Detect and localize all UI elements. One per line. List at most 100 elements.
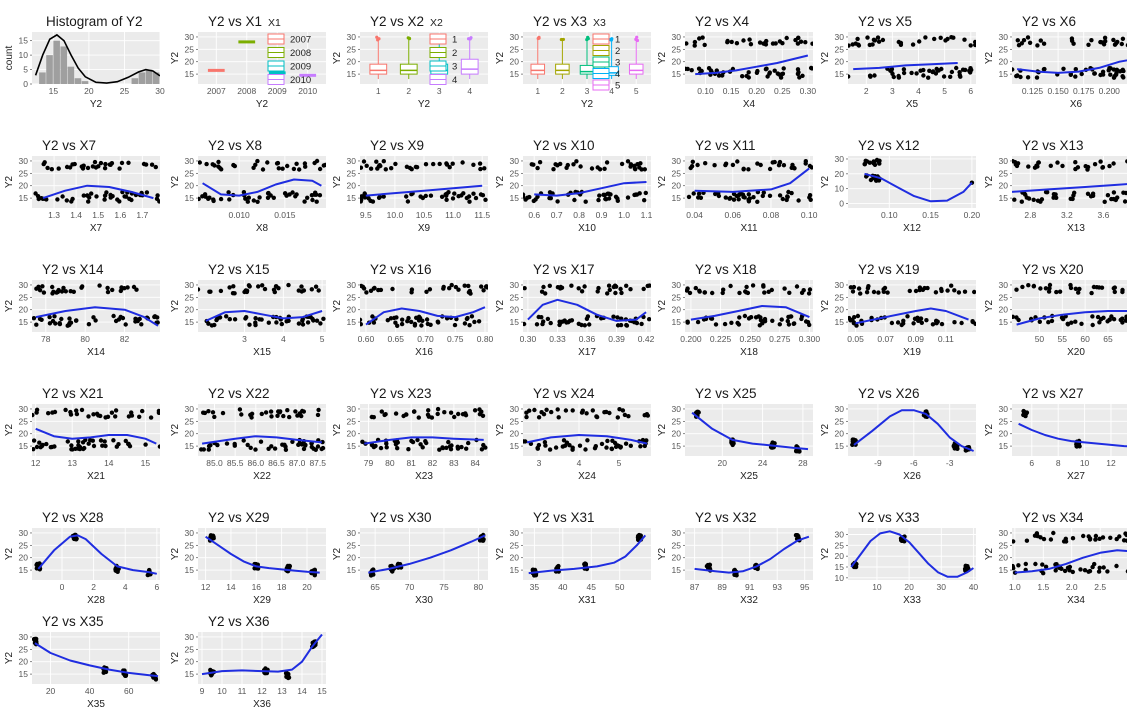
y-tick-label: 20 xyxy=(347,429,357,439)
data-point xyxy=(456,411,461,417)
y-tick-label: 15 xyxy=(19,193,29,203)
x-tick-label: 0.70 xyxy=(417,334,434,344)
x-tick-label: 1.5 xyxy=(92,210,104,220)
data-point xyxy=(464,446,469,451)
panel-31: Y2 vs X30 15 20 25 30 65 70 75 80 X30 Y2 xyxy=(332,510,488,606)
data-point xyxy=(246,195,251,200)
y-tick-label: 30 xyxy=(347,32,357,42)
panel-29: Y2 vs X28 15 20 25 30 0 2 4 6 X28 Y2 xyxy=(4,510,160,606)
x-tick-label: 83 xyxy=(449,458,459,468)
data-point xyxy=(922,285,927,291)
data-point xyxy=(305,195,310,200)
data-point xyxy=(949,69,955,75)
data-point xyxy=(619,290,624,296)
data-point xyxy=(615,315,620,320)
data-point xyxy=(47,314,52,320)
x-tick-label: 2010 xyxy=(298,86,317,96)
y-axis-label: Y2 xyxy=(820,547,831,560)
x-tick-label: 0.15 xyxy=(723,86,740,96)
data-point xyxy=(973,42,976,48)
data-point xyxy=(848,74,851,79)
y-axis-label: Y2 xyxy=(170,651,181,664)
data-point xyxy=(157,444,160,449)
data-point xyxy=(201,447,206,452)
x-axis-label: X7 xyxy=(90,223,103,234)
y-tick-label: 0 xyxy=(839,199,844,209)
data-point xyxy=(1020,284,1025,290)
data-point xyxy=(543,443,548,448)
legend-label: 2 xyxy=(452,48,457,59)
x-axis-label: X21 xyxy=(87,471,105,482)
data-point xyxy=(744,73,749,79)
data-point xyxy=(435,406,441,412)
y-tick-label: 25 xyxy=(999,168,1009,178)
data-point xyxy=(882,285,888,291)
data-point xyxy=(1016,563,1021,568)
x-tick-label: 89 xyxy=(717,582,727,592)
data-point xyxy=(889,320,895,326)
data-point xyxy=(249,411,255,416)
data-point xyxy=(523,439,526,444)
data-point xyxy=(569,318,575,323)
data-point xyxy=(202,410,208,416)
data-point xyxy=(848,43,851,48)
data-point xyxy=(1083,164,1088,169)
x-tick-label: 4 xyxy=(577,458,582,468)
data-point xyxy=(82,445,87,451)
data-point xyxy=(703,161,708,166)
data-point xyxy=(1082,568,1088,573)
y-tick-label: 25 xyxy=(835,292,845,302)
data-point xyxy=(65,323,70,328)
data-point xyxy=(917,287,922,293)
data-point xyxy=(72,536,77,542)
data-point xyxy=(767,71,772,76)
data-point xyxy=(642,167,647,172)
data-point xyxy=(1090,322,1095,328)
data-point xyxy=(1100,72,1106,77)
data-point xyxy=(123,438,128,444)
data-point xyxy=(32,438,37,443)
data-point xyxy=(65,439,71,444)
panel-title: Y2 vs X21 xyxy=(42,386,104,401)
data-point xyxy=(57,321,62,326)
y-tick-label: 15 xyxy=(185,565,195,575)
panel-title: Y2 vs X8 xyxy=(208,138,262,153)
data-point xyxy=(301,409,306,414)
data-point xyxy=(1015,38,1020,43)
smooth-line xyxy=(850,530,974,578)
data-point xyxy=(728,283,733,289)
data-point xyxy=(578,164,583,169)
y-tick-label: 30 xyxy=(347,404,357,414)
data-point xyxy=(42,160,47,165)
data-point xyxy=(85,165,91,171)
data-point xyxy=(461,191,466,196)
data-point xyxy=(557,319,562,324)
smooth-line xyxy=(855,307,969,325)
data-point xyxy=(1019,199,1024,204)
x-tick-label: 0.8 xyxy=(573,210,585,220)
x-tick-label: 5 xyxy=(320,334,325,344)
data-point xyxy=(731,197,737,202)
data-point xyxy=(245,442,250,448)
data-point xyxy=(710,290,715,296)
data-point xyxy=(737,290,742,296)
data-point xyxy=(562,443,568,448)
data-point xyxy=(98,438,104,443)
y-axis-label: Y2 xyxy=(984,423,995,436)
data-point xyxy=(243,288,248,293)
data-point xyxy=(388,316,394,321)
panel-title: Y2 vs X17 xyxy=(533,262,595,277)
data-point xyxy=(105,285,110,291)
data-point xyxy=(269,414,274,419)
y-axis-label: count xyxy=(4,46,15,71)
plot-area xyxy=(685,528,813,580)
data-point xyxy=(154,196,160,201)
data-point xyxy=(1097,536,1102,541)
data-point xyxy=(126,160,131,165)
data-point xyxy=(1114,536,1119,542)
legend-label: 2009 xyxy=(290,62,311,73)
data-point xyxy=(866,284,871,289)
data-point xyxy=(640,437,646,443)
data-point xyxy=(543,291,548,296)
